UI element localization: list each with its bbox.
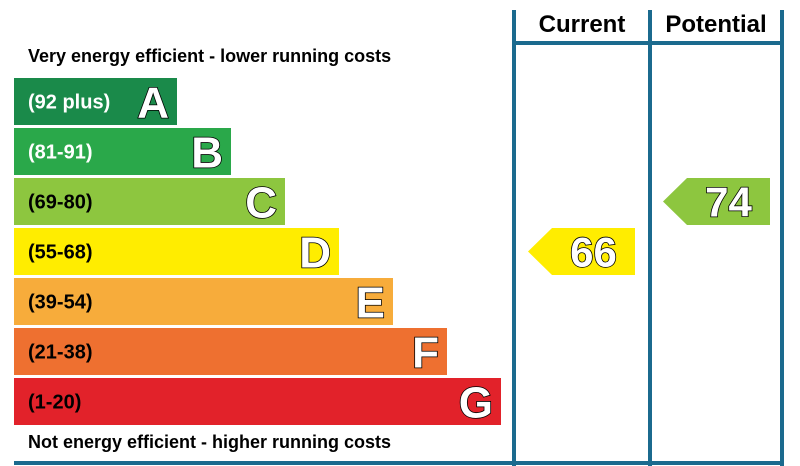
current-column-header: Current [539,11,626,38]
band-c-letter: C [245,179,277,228]
band-c-range: (69-80) [28,192,92,214]
band-g-range: (1-20) [28,392,81,414]
potential-rating-value: 74 [705,179,752,226]
band-g-letter: G [459,379,493,428]
potential-column-header: Potential [665,11,766,38]
band-b-letter: B [191,129,223,178]
rating-bands: (92 plus) A (81-91) B (69-80) C (55-68) D (39-54… [14,78,501,428]
band-e-letter: E [356,279,385,328]
band-b-bar [14,128,231,175]
current-rating-arrow [528,228,635,275]
band-g-bar [14,378,501,425]
bottom-caption: Not energy efficient - higher running co… [28,432,391,452]
band-a-letter: A [137,79,169,128]
band-c-bar [14,178,285,225]
band-e-bar [14,278,393,325]
band-d-letter: D [299,229,331,278]
band-d-range: (55-68) [28,242,92,264]
top-caption: Very energy efficient - lower running co… [28,46,391,66]
band-f-range: (21-38) [28,342,92,364]
band-f-letter: F [412,329,439,378]
band-a-bar [14,78,177,125]
band-f-bar [14,328,447,375]
band-b-range: (81-91) [28,142,92,164]
band-e-range: (39-54) [28,292,92,314]
current-rating-value: 66 [570,229,617,276]
rating-markers: 66 74 [528,178,770,276]
band-d-bar [14,228,339,275]
band-a-range: (92 plus) [28,92,110,114]
potential-rating-arrow [663,178,770,225]
